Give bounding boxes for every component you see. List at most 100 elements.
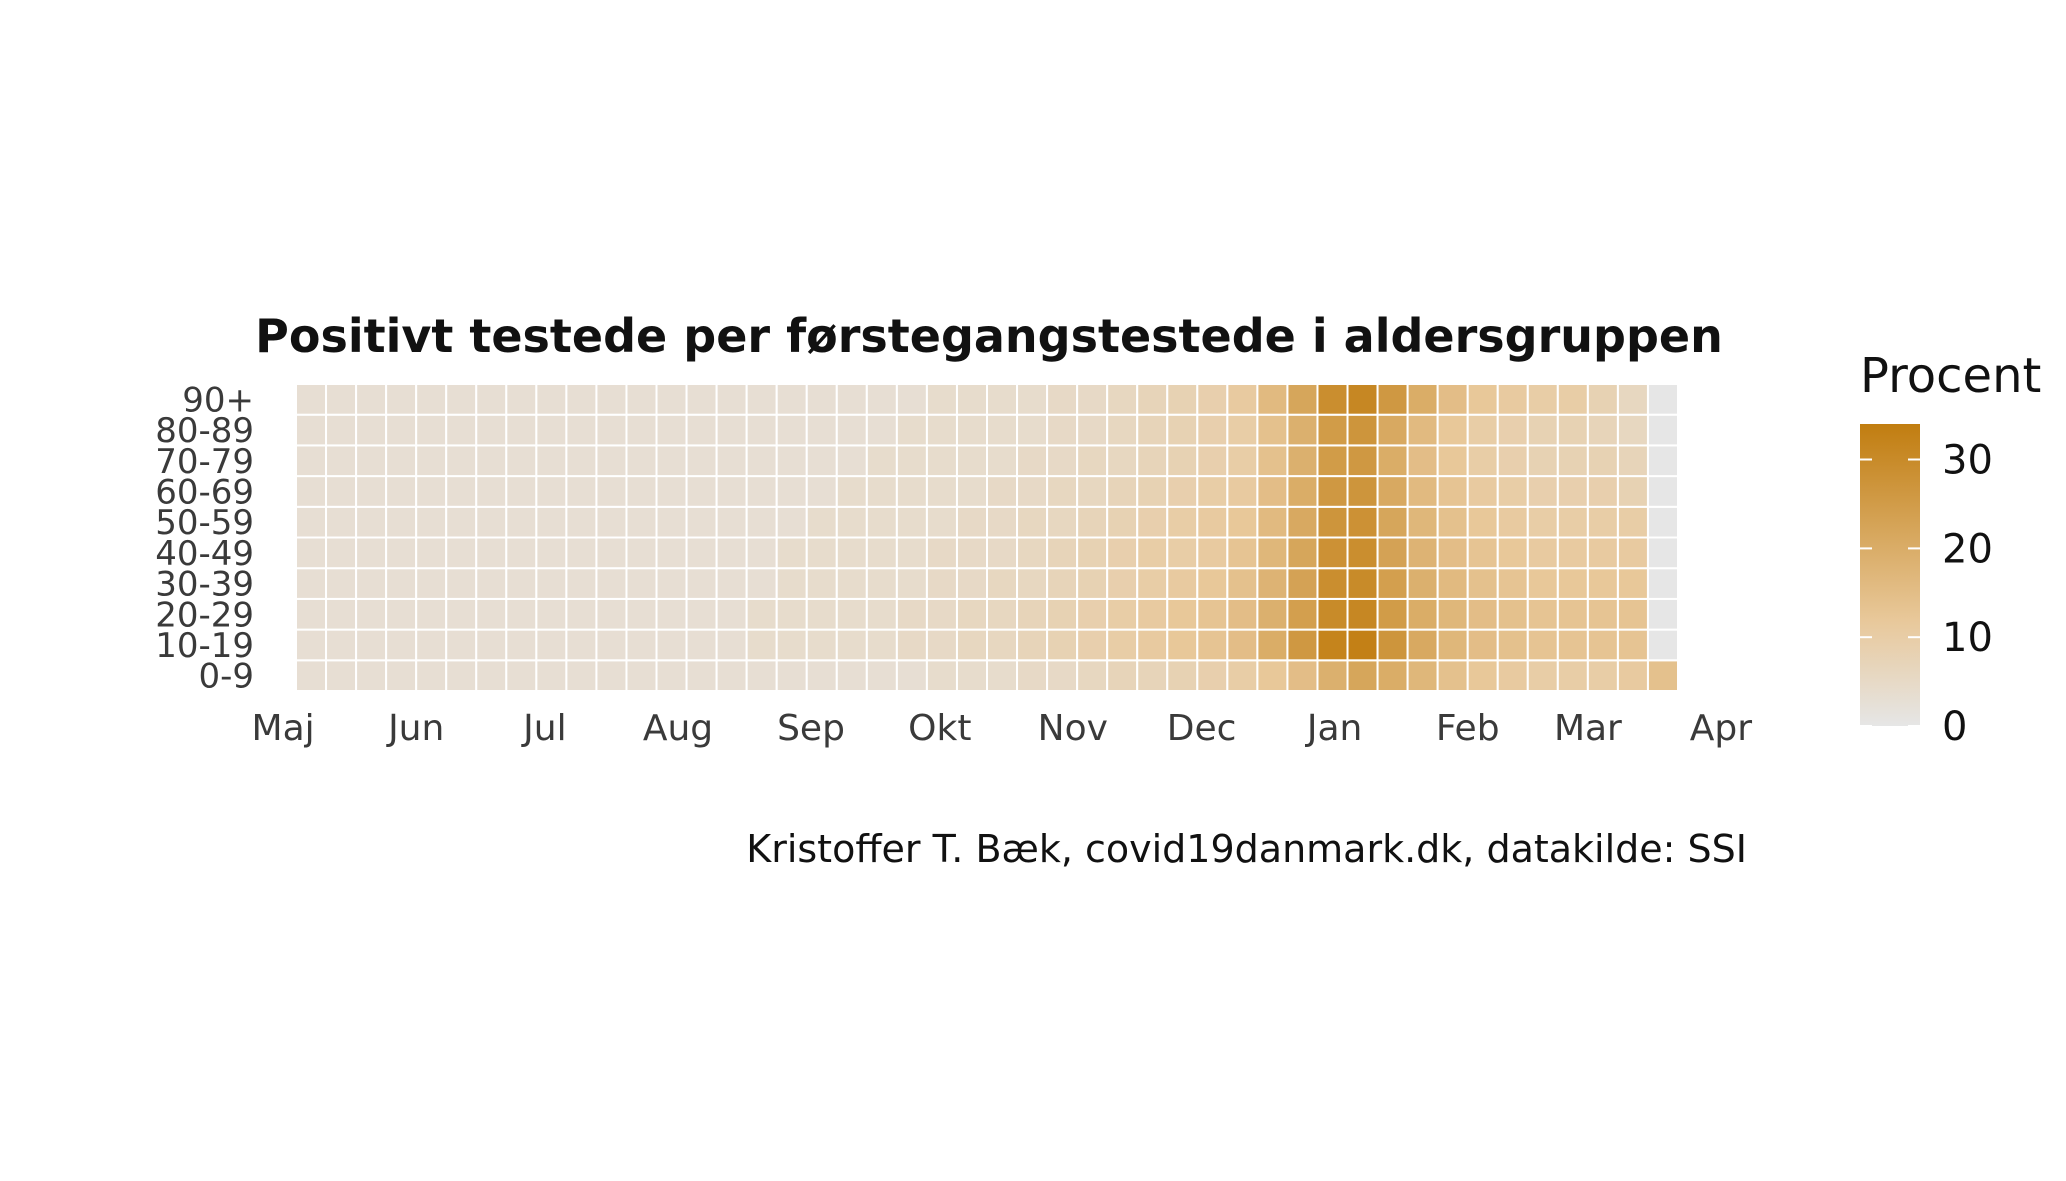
heatmap-tile	[1136, 628, 1169, 662]
heatmap-tile	[1346, 413, 1379, 447]
heatmap-tile	[1436, 567, 1469, 600]
heatmap-tile	[1616, 505, 1649, 539]
heatmap-tile	[715, 567, 748, 600]
heatmap-tile	[925, 444, 958, 478]
heatmap-tile	[325, 628, 358, 662]
heatmap-tile	[415, 475, 448, 508]
heatmap-tile	[865, 567, 898, 600]
heatmap-tile	[325, 659, 358, 692]
legend-ticks: 0 10 20 30	[1860, 438, 1993, 750]
heatmap-tile	[475, 505, 508, 539]
heatmap-tile	[655, 567, 688, 600]
heatmap-tile	[1646, 505, 1679, 539]
heatmap-tile	[535, 659, 568, 692]
heatmap-tile	[1136, 475, 1169, 508]
heatmap-tile	[955, 505, 989, 539]
heatmap-tile	[1556, 567, 1589, 600]
heatmap-tile	[565, 413, 598, 447]
heatmap-tile	[685, 567, 718, 600]
heatmap-tile	[475, 628, 508, 662]
heatmap-tile	[745, 505, 778, 539]
heatmap-tile	[385, 413, 418, 447]
heatmap-tile	[1046, 567, 1079, 600]
heatmap-tile	[445, 383, 478, 416]
heatmap-tile	[1136, 536, 1169, 570]
heatmap-tile	[1256, 413, 1289, 447]
heatmap-tile	[1466, 383, 1499, 416]
heatmap-tile	[1346, 536, 1379, 570]
heatmap-tile	[1646, 383, 1679, 416]
heatmap-tile	[505, 597, 538, 631]
heatmap-tile	[1346, 444, 1379, 478]
heatmap-tile	[1016, 413, 1049, 447]
heatmap-tile	[835, 597, 868, 631]
heatmap-tile	[745, 413, 778, 447]
heatmap-tile	[1136, 505, 1169, 539]
heatmap-tile	[1556, 505, 1589, 539]
heatmap-tile	[715, 413, 748, 447]
heatmap-tile	[1256, 444, 1289, 478]
heatmap-tile	[1496, 628, 1529, 662]
heatmap-tile	[445, 475, 478, 508]
heatmap-tile	[865, 413, 898, 447]
heatmap-tile	[1046, 475, 1079, 508]
heatmap-tile	[1556, 413, 1589, 447]
heatmap-tile	[325, 597, 358, 631]
heatmap-tile	[1466, 628, 1499, 662]
heatmap-tile	[505, 505, 538, 539]
heatmap-tile	[355, 567, 388, 600]
heatmap-tile	[1256, 536, 1289, 570]
heatmap-tile	[1556, 659, 1589, 692]
chart-title: Positivt testede per førstegangstestede …	[255, 309, 1723, 363]
heatmap-tile	[986, 505, 1019, 539]
heatmap-tile	[295, 659, 328, 692]
heatmap-tile	[1016, 475, 1049, 508]
x-tick-label: Nov	[1038, 708, 1108, 749]
heatmap-tile	[955, 567, 989, 600]
heatmap-tile	[1616, 628, 1649, 662]
heatmap-tile	[715, 475, 748, 508]
legend-title: Procent	[1860, 348, 2041, 404]
heatmap-tile	[1466, 597, 1499, 631]
heatmap-tile	[1016, 536, 1049, 570]
heatmap-tile	[1466, 413, 1499, 447]
heatmap-tile	[1556, 536, 1589, 570]
heatmap-tile	[625, 444, 658, 478]
heatmap-tile	[1136, 567, 1169, 600]
heatmap-tile	[925, 659, 958, 692]
heatmap-tile	[1196, 505, 1229, 539]
heatmap-tile	[986, 567, 1019, 600]
heatmap-tile	[1646, 659, 1679, 692]
heatmap-tile	[1496, 475, 1529, 508]
heatmap-tile	[415, 413, 448, 447]
heatmap-tile	[1346, 475, 1379, 508]
heatmap-tile	[1286, 567, 1319, 600]
heatmap-tile	[1586, 413, 1619, 447]
legend-tick-label: 10	[1942, 615, 1993, 661]
heatmap-tile	[355, 628, 388, 662]
heatmap-tile	[1526, 383, 1559, 416]
heatmap-tile	[295, 444, 328, 478]
heatmap-tile	[655, 444, 688, 478]
heatmap-tile	[805, 475, 838, 508]
heatmap-tile	[1166, 567, 1199, 600]
heatmap-tile	[1526, 536, 1559, 570]
heatmap-tile	[895, 567, 928, 600]
heatmap-tile	[325, 475, 358, 508]
heatmap-tile	[1226, 597, 1259, 631]
heatmap-tile	[1316, 536, 1349, 570]
heatmap-tile	[986, 475, 1019, 508]
heatmap-tile	[595, 475, 628, 508]
heatmap-tile	[1076, 567, 1109, 600]
heatmap-tile	[1316, 383, 1349, 416]
heatmap-tile	[775, 659, 808, 692]
heatmap-tile	[1196, 597, 1229, 631]
heatmap-tile	[925, 505, 958, 539]
heatmap-tile	[625, 597, 658, 631]
heatmap-tile	[685, 659, 718, 692]
heatmap-tile	[1316, 444, 1349, 478]
heatmap-tile	[535, 383, 568, 416]
heatmap-tile	[1166, 475, 1199, 508]
heatmap-tile	[925, 536, 958, 570]
heatmap-tile	[1166, 597, 1199, 631]
